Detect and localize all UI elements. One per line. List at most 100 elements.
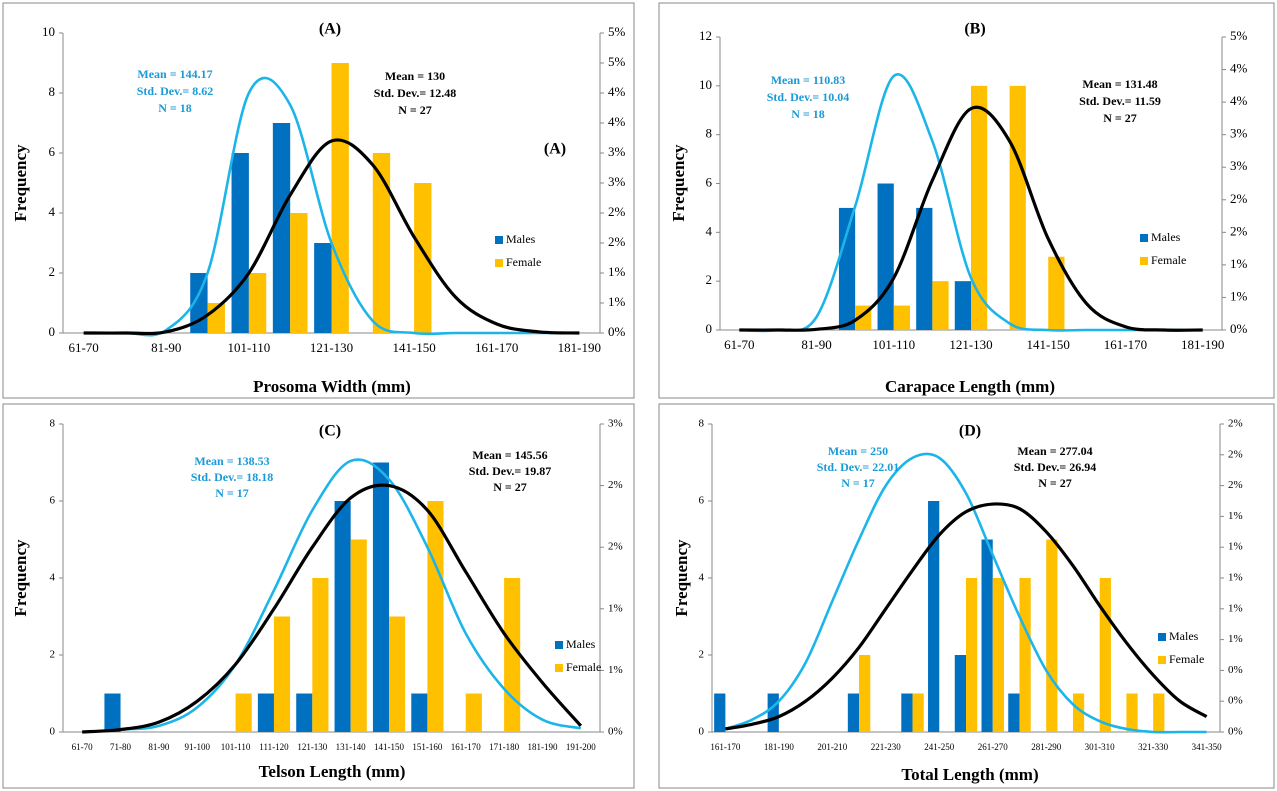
bar — [966, 578, 978, 732]
y-tick-label: 12 — [699, 28, 712, 43]
bar — [859, 655, 871, 732]
bar — [504, 578, 521, 732]
x-tick-label: 221-230 — [871, 742, 901, 752]
y-tick-label: 0 — [49, 324, 56, 339]
legend-label: Female — [1151, 253, 1186, 267]
x-tick-label: 61-70 — [68, 340, 98, 355]
annotation: Mean = 131.48 — [1082, 77, 1157, 91]
y2-tick-label: 2% — [608, 234, 626, 249]
y2-tick-label: 3% — [1230, 158, 1248, 173]
legend-label: Female — [566, 660, 601, 674]
x-tick-label: 81-90 — [151, 340, 181, 355]
y-tick-label: 4 — [49, 204, 56, 219]
bar — [838, 207, 856, 330]
y2-tick-label: 1% — [608, 664, 623, 676]
legend-label: Female — [506, 255, 541, 269]
y2-tick-label: 2% — [608, 541, 623, 553]
bar — [272, 123, 291, 333]
y2-tick-label: 2% — [1228, 479, 1243, 491]
y-tick-label: 10 — [42, 24, 55, 39]
annotation: Mean = 138.53 — [194, 454, 269, 468]
bar — [912, 693, 924, 732]
y-tick-label: 6 — [50, 495, 56, 507]
x-tick-label: 281-290 — [1031, 742, 1061, 752]
annotation: N = 27 — [398, 103, 432, 117]
bar — [928, 501, 940, 732]
legend-label: Female — [1169, 652, 1204, 666]
annotation: Std. Dev.= 18.18 — [191, 470, 274, 484]
x-tick-label: 101-110 — [221, 742, 251, 752]
x-tick-label: 61-70 — [72, 742, 93, 752]
y-tick-label: 2 — [50, 649, 56, 661]
y2-tick-label: 3% — [1230, 126, 1248, 141]
annotation: Std. Dev.= 26.94 — [1014, 460, 1097, 474]
y2-tick-label: 1% — [1228, 602, 1243, 614]
panel-border — [658, 2, 1275, 399]
x-tick-label: 151-160 — [412, 742, 442, 752]
bar — [932, 281, 949, 330]
x-tick-label: 191-200 — [566, 742, 596, 752]
annotation: N = 17 — [215, 486, 249, 500]
annotation: N = 17 — [841, 476, 875, 490]
y2-tick-label: 0% — [608, 726, 623, 738]
x-tick-label: 121-130 — [297, 742, 327, 752]
x-tick-label: 111-120 — [259, 742, 289, 752]
y2-tick-label: 5% — [608, 24, 626, 39]
x-tick-label: 101-110 — [227, 340, 270, 355]
x-axis-title: Total Length (mm) — [901, 765, 1038, 784]
annotation: Mean = 144.17 — [137, 67, 212, 81]
bar — [427, 501, 444, 732]
x-tick-label: 161-170 — [475, 340, 518, 355]
bar — [901, 693, 913, 732]
x-tick-label: 241-250 — [924, 742, 954, 752]
annotation: N = 18 — [791, 107, 825, 121]
legend-label: Males — [506, 232, 536, 246]
bar — [981, 539, 993, 732]
y-tick-label: 8 — [50, 418, 56, 430]
annotation: Mean = 130 — [385, 69, 445, 83]
x-tick-label: 91-100 — [185, 742, 211, 752]
bar — [893, 305, 910, 330]
y-tick-label: 0 — [706, 321, 713, 336]
bar — [1019, 578, 1031, 732]
bar — [1009, 85, 1026, 330]
x-tick-label: 161-170 — [1104, 337, 1147, 352]
annotation: Std. Dev.= 12.48 — [374, 86, 457, 100]
y-tick-label: 6 — [49, 144, 56, 159]
panel-border — [2, 403, 635, 789]
annotation: Std. Dev.= 22.01 — [817, 460, 900, 474]
annotation: N = 27 — [1103, 111, 1137, 125]
y2-tick-label: 5% — [1230, 28, 1248, 43]
bar — [231, 153, 249, 333]
bar — [312, 578, 329, 732]
legend-label: Males — [1169, 629, 1199, 643]
y2-tick-label: 1% — [1230, 288, 1248, 303]
x-tick-label: 321-330 — [1138, 742, 1168, 752]
annotation: Std. Dev.= 19.87 — [469, 464, 552, 478]
annotation: N = 27 — [493, 480, 527, 494]
fit-curve — [724, 452, 1207, 734]
x-tick-label: 161-170 — [710, 742, 740, 752]
bar — [1046, 539, 1058, 732]
panel-border — [658, 403, 1275, 789]
bar — [248, 273, 267, 333]
bar — [916, 207, 933, 330]
annotation: Std. Dev.= 10.04 — [767, 90, 850, 104]
bar — [273, 616, 291, 732]
legend-swatch — [1158, 633, 1166, 641]
x-tick-label: 171-180 — [489, 742, 519, 752]
x-tick-label: 141-150 — [392, 340, 435, 355]
legend-label: Males — [566, 637, 596, 651]
chart-title: (C) — [319, 423, 341, 440]
bar — [331, 63, 349, 333]
annotation: Mean = 145.56 — [472, 448, 547, 462]
bar — [235, 693, 252, 732]
x-axis-title: Carapace Length (mm) — [885, 377, 1055, 396]
bar — [290, 213, 308, 333]
x-tick-label: 141-150 — [374, 742, 404, 752]
y2-tick-label: 4% — [1230, 93, 1248, 108]
y-tick-label: 10 — [699, 77, 712, 92]
x-tick-label: 181-190 — [1181, 337, 1224, 352]
y2-tick-label: 2% — [1228, 448, 1243, 460]
